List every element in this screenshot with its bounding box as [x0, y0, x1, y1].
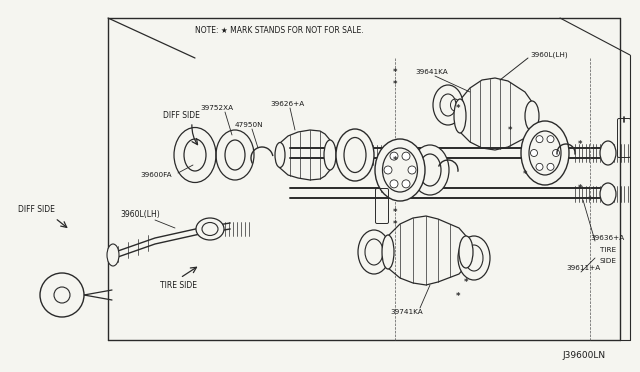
Circle shape [552, 150, 559, 157]
Ellipse shape [600, 183, 616, 205]
Circle shape [547, 163, 554, 170]
Ellipse shape [324, 140, 336, 170]
Ellipse shape [336, 129, 374, 181]
Ellipse shape [358, 230, 390, 274]
Text: 39752XA: 39752XA [200, 105, 233, 111]
Text: *: * [588, 196, 592, 205]
Ellipse shape [458, 236, 490, 280]
Circle shape [390, 152, 398, 160]
Text: *: * [393, 80, 397, 90]
Ellipse shape [411, 145, 449, 195]
Text: TIRE: TIRE [600, 247, 616, 253]
Circle shape [408, 166, 416, 174]
Text: *: * [393, 208, 397, 217]
Ellipse shape [459, 236, 473, 268]
Ellipse shape [521, 121, 569, 185]
Text: 39641KA: 39641KA [415, 69, 448, 75]
Text: *: * [523, 170, 527, 180]
Circle shape [402, 152, 410, 160]
Circle shape [402, 180, 410, 188]
Text: 39600FA: 39600FA [140, 172, 172, 178]
Ellipse shape [196, 218, 224, 240]
Ellipse shape [525, 101, 539, 131]
Text: *: * [393, 221, 397, 230]
Text: *: * [508, 125, 512, 135]
Text: DIFF SIDE: DIFF SIDE [18, 205, 55, 215]
Text: *: * [464, 278, 468, 286]
Text: *: * [456, 292, 460, 301]
Circle shape [384, 166, 392, 174]
Circle shape [536, 163, 543, 170]
Circle shape [40, 273, 84, 317]
Circle shape [536, 136, 543, 142]
Text: DIFF SIDE: DIFF SIDE [163, 110, 200, 119]
Text: 39636+A: 39636+A [590, 235, 624, 241]
Circle shape [547, 136, 554, 142]
Ellipse shape [600, 141, 616, 165]
Ellipse shape [275, 142, 285, 167]
Circle shape [531, 150, 538, 157]
Ellipse shape [382, 235, 394, 269]
Text: 39626+A: 39626+A [270, 101, 304, 107]
Text: 47950N: 47950N [235, 122, 264, 128]
Text: SIDE: SIDE [600, 258, 617, 264]
Text: NOTE: ★ MARK STANDS FOR NOT FOR SALE.: NOTE: ★ MARK STANDS FOR NOT FOR SALE. [195, 26, 364, 35]
Text: 39741KA: 39741KA [390, 309, 423, 315]
Ellipse shape [454, 99, 466, 133]
Ellipse shape [433, 85, 463, 125]
Text: 39611+A: 39611+A [566, 265, 600, 271]
Text: 3960L(LH): 3960L(LH) [530, 52, 568, 58]
Ellipse shape [375, 139, 425, 201]
Ellipse shape [107, 244, 119, 266]
Text: *: * [456, 103, 460, 112]
Text: *: * [578, 141, 582, 150]
Text: TIRE SIDE: TIRE SIDE [160, 280, 197, 289]
Text: J39600LN: J39600LN [562, 350, 605, 359]
Text: *: * [393, 67, 397, 77]
Text: *: * [393, 155, 397, 164]
Text: 3960L(LH): 3960L(LH) [120, 211, 160, 219]
Text: *: * [578, 183, 582, 192]
Circle shape [390, 180, 398, 188]
